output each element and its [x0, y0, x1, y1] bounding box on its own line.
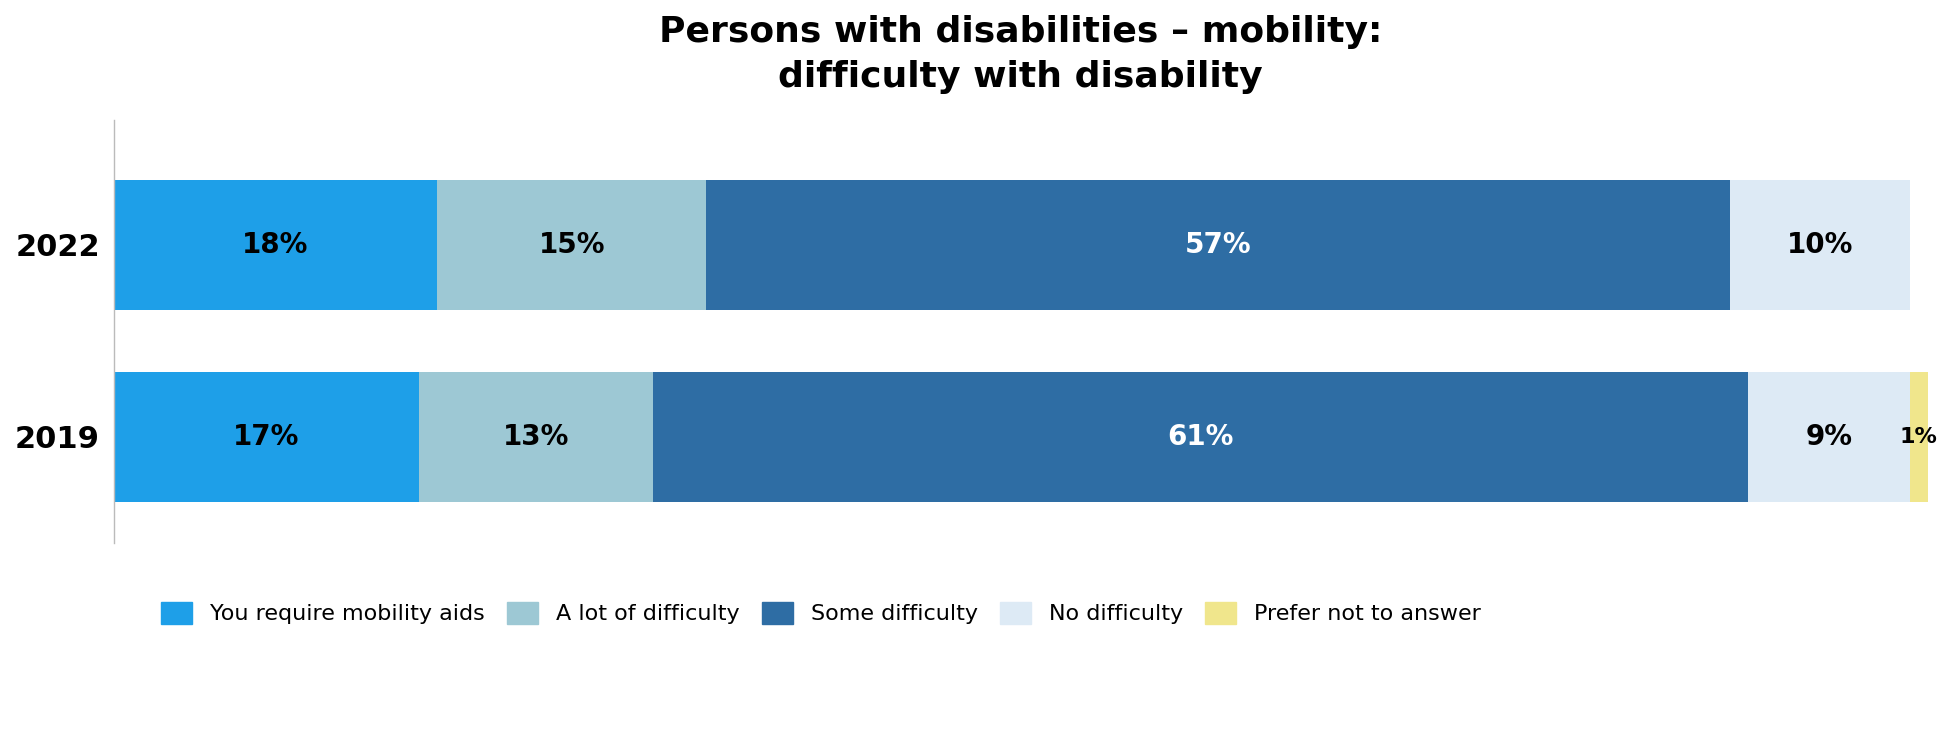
- Bar: [438, 180, 707, 310]
- Text: 10%: 10%: [1786, 231, 1852, 259]
- Bar: [420, 372, 653, 502]
- Text: 9%: 9%: [1805, 423, 1852, 451]
- Bar: [1909, 372, 1927, 502]
- Bar: [653, 372, 1749, 502]
- Bar: [1729, 180, 1909, 310]
- Text: 13%: 13%: [502, 423, 569, 451]
- Title: Persons with disabilities – mobility:
difficulty with disability: Persons with disabilities – mobility: di…: [658, 15, 1381, 94]
- Bar: [707, 180, 1729, 310]
- Text: 1%: 1%: [1899, 427, 1938, 447]
- Text: 15%: 15%: [539, 231, 606, 259]
- Legend: You require mobility aids, A lot of difficulty, Some difficulty, No difficulty, : You require mobility aids, A lot of diff…: [162, 601, 1481, 625]
- Text: 61%: 61%: [1167, 423, 1233, 451]
- Bar: [1749, 372, 1909, 502]
- Text: 18%: 18%: [242, 231, 309, 259]
- Bar: [113, 372, 420, 502]
- Text: 57%: 57%: [1184, 231, 1253, 259]
- Bar: [113, 180, 438, 310]
- Text: 17%: 17%: [233, 423, 299, 451]
